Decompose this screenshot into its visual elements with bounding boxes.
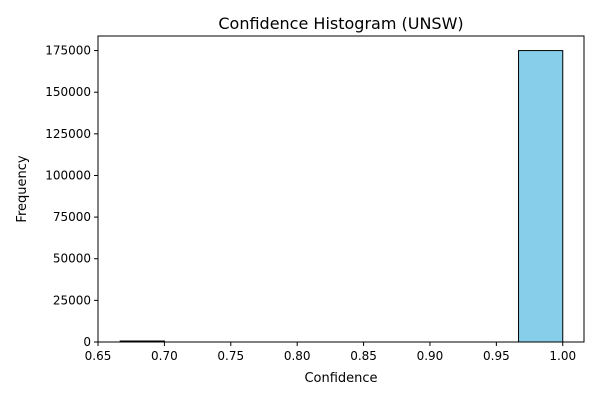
y-tick-label: 25000 [53,293,91,307]
x-tick-label: 0.80 [284,349,311,363]
chart-title: Confidence Histogram (UNSW) [218,14,463,33]
x-tick-label: 0.85 [350,349,377,363]
y-tick-label: 150000 [45,85,91,99]
y-tick-label: 0 [83,335,91,349]
x-tick-label: 0.65 [85,349,112,363]
x-tick-label: 0.90 [417,349,444,363]
y-tick-label: 100000 [45,168,91,182]
bars-group [119,50,564,343]
x-tick-label: 1.00 [549,349,576,363]
x-tick-label: 0.75 [217,349,244,363]
x-tick-label: 0.70 [151,349,178,363]
y-axis-ticks: 0 25000 50000 75000 100000 125000 150000 175000 [45,44,98,349]
y-axis-label: Frequency [15,155,30,222]
x-axis-ticks: 0.65 0.70 0.75 0.80 0.85 0.90 0.95 1.00 [85,342,576,363]
histogram-bar-9 [518,50,564,343]
x-axis-label: Confidence [304,371,377,386]
x-tick-label: 0.95 [483,349,510,363]
y-tick-label: 50000 [53,252,91,266]
y-tick-label: 75000 [53,210,91,224]
y-tick-label: 125000 [45,127,91,141]
y-tick-label: 175000 [45,44,91,58]
plot-frame [97,35,585,343]
